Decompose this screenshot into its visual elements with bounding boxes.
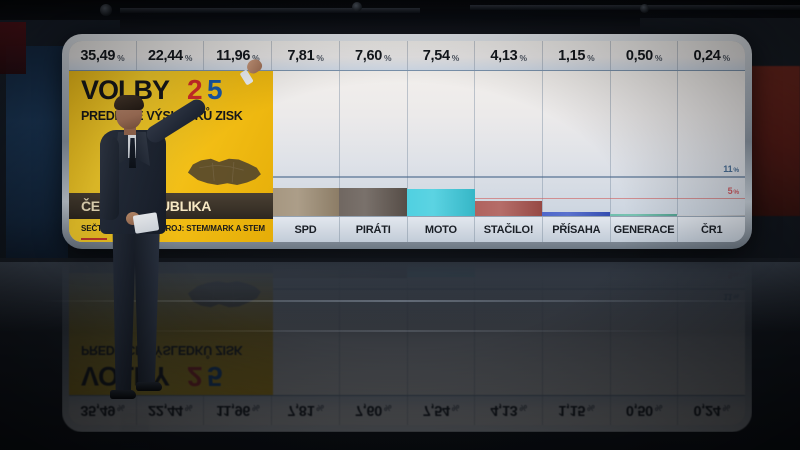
value-cell: 7,81% xyxy=(272,41,340,70)
value-number: 11,96 xyxy=(216,47,251,64)
bar-generace xyxy=(609,214,678,216)
presenter-cue-cards xyxy=(132,212,160,234)
presenter-arm-pointing xyxy=(143,56,265,146)
bar-moto xyxy=(406,188,475,217)
bar-stailo xyxy=(474,201,543,216)
percent-symbol: % xyxy=(654,53,663,63)
value-number: 1,15 xyxy=(558,47,586,64)
percent-symbol: % xyxy=(451,53,460,63)
bar-pirti xyxy=(339,188,407,216)
percent-symbol: % xyxy=(384,53,392,63)
presenter-legs xyxy=(108,230,162,399)
studio-light xyxy=(352,2,362,12)
party-label-psaha[interactable]: PŘÍSAHA xyxy=(543,217,611,242)
value-number: 7,54 xyxy=(422,47,450,64)
bar-slot xyxy=(339,71,407,216)
value-number: 22,44 xyxy=(148,47,183,64)
value-cell: 35,49% xyxy=(69,41,137,70)
bar-slot xyxy=(677,71,745,217)
value-cell: 22,44% xyxy=(137,41,205,70)
value-cell: 0,24% xyxy=(678,41,745,70)
value-header-row: 35,49%22,44%11,96%7,81%7,60%7,54%4,13%1,… xyxy=(69,41,745,71)
bar-slot xyxy=(474,71,543,216)
lighting-truss xyxy=(120,8,420,13)
percent-symbol: % xyxy=(184,53,193,63)
presenter-hair xyxy=(114,95,144,110)
party-label-spd[interactable]: SPD xyxy=(272,217,340,242)
bar-spd xyxy=(271,187,340,217)
value-number: 7,81 xyxy=(287,47,315,64)
bar-slot xyxy=(609,71,678,216)
party-label-pirti[interactable]: PIRÁTI xyxy=(340,217,408,242)
presenter-shoe-right xyxy=(136,382,162,391)
value-cell: 0,50% xyxy=(611,41,679,70)
percent-symbol: % xyxy=(316,53,324,63)
party-label-moto[interactable]: MOTO xyxy=(408,217,476,242)
value-number: 35,49 xyxy=(80,47,116,64)
presenter-leg-left xyxy=(112,230,136,396)
bar-psaha xyxy=(542,211,610,217)
presenter xyxy=(86,56,265,426)
party-label-stailo[interactable]: STAČILO! xyxy=(475,217,543,242)
value-number: 0,50 xyxy=(625,47,653,64)
percent-symbol: % xyxy=(117,53,125,63)
studio-light xyxy=(640,4,649,13)
percent-symbol: % xyxy=(722,53,731,63)
value-cell: 7,60% xyxy=(340,41,408,70)
party-label-generace[interactable]: GENERACE xyxy=(611,217,679,242)
bar-slot xyxy=(542,71,610,217)
value-cell: 7,54% xyxy=(408,41,476,70)
bar-slot xyxy=(271,71,340,217)
value-number: 4,13 xyxy=(490,47,518,64)
bar-r1 xyxy=(677,214,745,217)
presenter-shoe-left xyxy=(110,390,136,399)
percent-symbol: % xyxy=(587,53,595,63)
studio-light xyxy=(100,4,112,16)
percent-symbol: % xyxy=(519,53,527,63)
party-label-r1[interactable]: ČR1 xyxy=(700,223,723,236)
presenter-arm-lowered xyxy=(100,136,119,220)
value-number: 7,60 xyxy=(355,47,383,64)
bar-slot xyxy=(406,71,475,217)
value-cell: 1,15% xyxy=(543,41,611,70)
value-number: 0,24 xyxy=(693,47,721,64)
lighting-truss xyxy=(470,5,800,10)
value-cell: 4,13% xyxy=(475,41,543,70)
presenter-leg-right xyxy=(134,230,160,390)
studio-wall-accent-red xyxy=(0,22,26,74)
